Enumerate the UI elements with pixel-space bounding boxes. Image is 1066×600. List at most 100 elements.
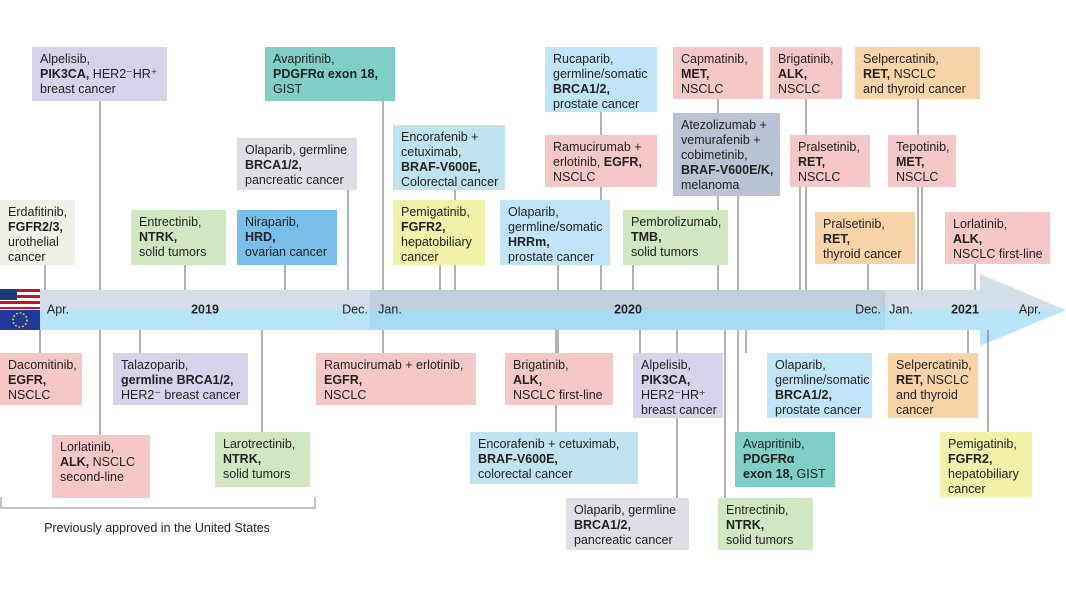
box-text: Olaparib, [508,205,559,219]
box-text: Entrectinib, [139,215,202,229]
box-text-bold: exon 18, [743,467,793,481]
box-text-bold: BRCA1/2, [553,82,610,96]
box-text: prostate cancer [508,250,594,264]
box-line: and thyroid cancer [863,82,966,96]
box-background [566,498,689,550]
box-text: breast cancer [641,403,717,417]
box-text: Rucaparib, [553,52,613,66]
box-text: Olaparib, germline [245,143,347,157]
drug-box: Entrectinib,NTRK,solid tumors [131,210,226,265]
box-text: Atezolizumab + [681,118,767,132]
box-text-bold: RET, [798,155,825,169]
box-text: cancer [948,482,986,496]
box-text-bold: BRCA1/2, [245,158,302,172]
box-line: prostate cancer [775,403,861,417]
box-text: NSCLC [681,82,723,96]
box-background [505,353,613,405]
box-line: RET, [823,232,850,246]
box-line: NSCLC [681,82,723,96]
box-text: Pembrolizumab, [631,215,721,229]
box-background [393,125,505,190]
box-line: thyroid cancer [823,247,902,261]
box-line: Encorafenib + [401,130,478,144]
box-text-bold: FGFR2/3, [8,220,63,234]
box-text: NSCLC first-line [513,388,603,402]
box-text: Ramucirumab + erlotinib, [324,358,463,372]
box-line: Tepotinib, [896,140,950,154]
bracket [0,497,316,509]
box-line: BRAF-V600E, [478,452,558,466]
box-line: Erdafitinib, [8,205,67,219]
box-text: hepatobiliary [948,467,1020,481]
box-text: Dacomitinib, [8,358,77,372]
box-line: FGFR2, [401,220,445,234]
box-line: Larotrectinib, [223,437,295,451]
box-text: solid tumors [139,245,206,259]
box-line: BRCA1/2, [553,82,610,96]
box-background [767,353,872,418]
timeline-axis [40,274,1066,346]
box-text: Olaparib, germline [574,503,676,517]
box-text: NSCLC first-line [953,247,1043,261]
box-background [316,353,476,405]
box-line: PIK3CA, HER2⁻HR⁺ [40,67,157,81]
box-text-bold: MET, [896,155,924,169]
box-line: Pemigatinib, [948,437,1017,451]
axis-label: Dec. [342,302,368,316]
box-background [545,135,657,187]
box-line: Olaparib, [508,205,559,219]
drug-box: Ramucirumab +erlotinib, EGFR,NSCLC [545,135,657,187]
box-background [855,47,980,99]
box-line: BRAF-V600E, [401,160,481,174]
box-text: pancreatic cancer [245,173,344,187]
box-text: Pemigatinib, [948,437,1017,451]
box-background [945,212,1050,264]
box-line: ALK, [778,67,807,81]
box-line: BRAF-V600E/K, [681,163,773,177]
box-background [770,47,842,99]
box-text: vemurafenib + [681,133,761,147]
box-line: Colorectal cancer [401,175,498,189]
box-line: GIST [273,82,303,96]
box-text: NSCLC [778,82,820,96]
axis-label: 2021 [951,302,979,316]
box-text: Encorafenib + cetuximab, [478,437,619,451]
box-text: NSCLC [890,67,936,81]
drug-box: Encorafenib +cetuximab,BRAF-V600E,Colore… [393,125,505,190]
box-text: solid tumors [726,533,793,547]
box-line: EGFR, [8,373,46,387]
box-line: solid tumors [631,245,698,259]
box-line: second-line [60,470,124,484]
box-text: prostate cancer [553,97,639,111]
drug-box: Tepotinib,MET,NSCLC [888,135,956,187]
box-background [113,353,248,405]
box-text: thyroid cancer [823,247,902,261]
box-text: NSCLC [896,170,938,184]
box-line: prostate cancer [553,97,639,111]
box-text: Pemigatinib, [401,205,470,219]
box-text: erlotinib, [553,155,604,169]
axis-label: Dec. [855,302,881,316]
box-line: NSCLC [798,170,840,184]
box-background [673,47,763,99]
box-text: Pralsetinib, [798,140,860,154]
box-text: prostate cancer [775,403,861,417]
box-line: solid tumors [139,245,206,259]
box-line: FGFR2, [948,452,992,466]
box-text: germline/somatic [553,67,647,81]
box-line: MET, [681,67,709,81]
drug-box: Olaparib,germline/somaticBRCA1/2,prostat… [767,353,872,418]
eu-flag [0,310,40,330]
drug-box: Alpelisib,PIK3CA, HER2⁻HR⁺breast cancer [32,47,167,101]
box-line: solid tumors [726,533,793,547]
box-line: BRCA1/2, [574,518,631,532]
box-line: Alpelisib, [40,52,90,66]
box-line: Olaparib, [775,358,826,372]
drug-box: Rucaparib,germline/somaticBRCA1/2,prosta… [545,47,657,112]
box-line: NSCLC [8,388,50,402]
box-line: PDGFRα [743,452,795,466]
box-text-bold: EGFR, [604,155,642,169]
box-line: ALK, NSCLC [60,455,135,469]
box-text: Selpercatinib, [896,358,972,372]
